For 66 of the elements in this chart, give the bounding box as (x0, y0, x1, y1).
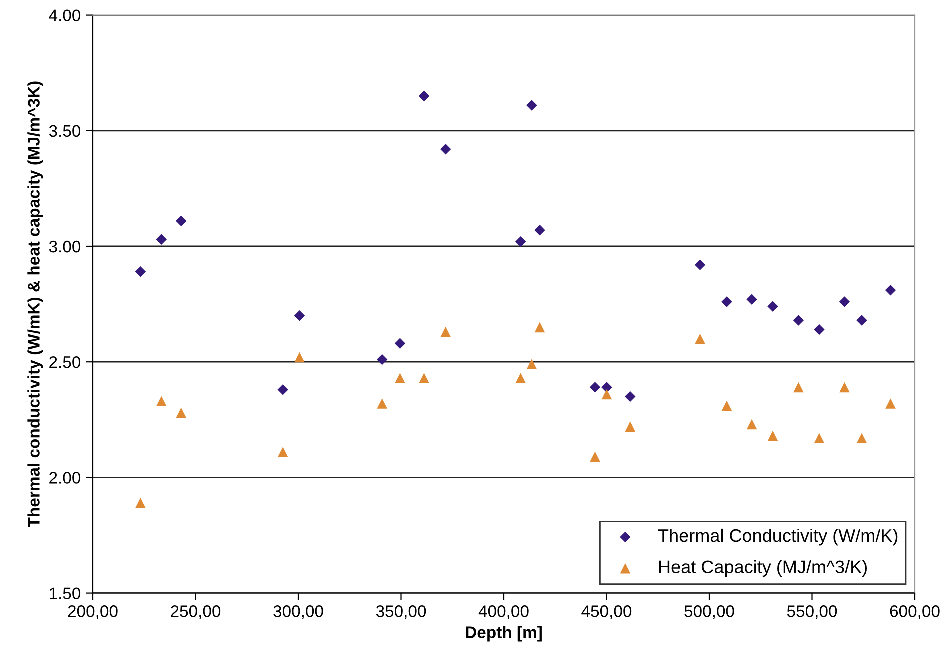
point (526, 359, 538, 370)
point (526, 100, 538, 111)
point (694, 260, 706, 270)
point (418, 90, 430, 102)
point (278, 447, 288, 458)
point (278, 384, 288, 396)
point (794, 382, 804, 393)
x-tick-label: 450,00 (582, 606, 632, 620)
x-tick-label: 200,00 (68, 606, 118, 620)
point (534, 322, 546, 333)
point (395, 373, 406, 384)
point (394, 338, 406, 349)
x-tick-label: 300,00 (274, 606, 324, 620)
point (768, 301, 778, 312)
point (440, 144, 452, 155)
x-tick-label: 600,00 (890, 606, 940, 620)
point (377, 398, 388, 409)
point (176, 408, 187, 418)
point (156, 396, 167, 407)
y-tick-label: 4.00 (49, 10, 81, 22)
x-tick-label: 550,00 (787, 606, 838, 620)
x-tick-label: 400,00 (478, 606, 529, 620)
point (886, 398, 896, 409)
y-tick-label: 1.50 (50, 588, 81, 600)
point (156, 234, 168, 245)
x-tick-label: 350,00 (376, 606, 426, 620)
point (722, 400, 732, 412)
point (515, 236, 526, 248)
y-tick-label: 3.00 (49, 240, 81, 253)
y-tick-label: 2.00 (50, 472, 81, 484)
y-tick-label: 2.50 (50, 356, 81, 368)
point (695, 334, 706, 344)
point (793, 315, 804, 326)
point (176, 216, 187, 226)
point (814, 324, 825, 336)
point (419, 373, 430, 384)
point (814, 433, 825, 444)
point (294, 310, 306, 322)
point (440, 326, 451, 338)
point (746, 294, 758, 306)
point (856, 433, 868, 444)
point (376, 354, 388, 366)
x-tick-label: 250,00 (171, 606, 221, 620)
point (840, 382, 850, 393)
point (625, 391, 636, 402)
x-tick-label: 500,00 (684, 606, 734, 620)
point (625, 422, 636, 432)
y-axis-title: Thermal conductivity (W/mK) & heat capacity (MJ/m^3K) (28, 82, 44, 528)
y-tick-label: 3.50 (49, 125, 81, 138)
x-axis-title: Depth [m] (466, 626, 542, 642)
point (136, 498, 146, 508)
point (746, 419, 758, 430)
legend-label: Heat Capacity (MJ/m^3/K) (659, 560, 868, 578)
legend-label: Thermal Conductivity (W/m/K) (658, 528, 898, 546)
point (885, 285, 896, 296)
point (294, 352, 305, 363)
point (839, 296, 850, 308)
point (534, 224, 546, 236)
point (856, 315, 868, 326)
point (516, 373, 526, 384)
point (768, 430, 778, 442)
point (135, 266, 146, 278)
point (722, 296, 732, 308)
point (602, 389, 612, 400)
point (590, 382, 601, 393)
point (590, 452, 600, 462)
